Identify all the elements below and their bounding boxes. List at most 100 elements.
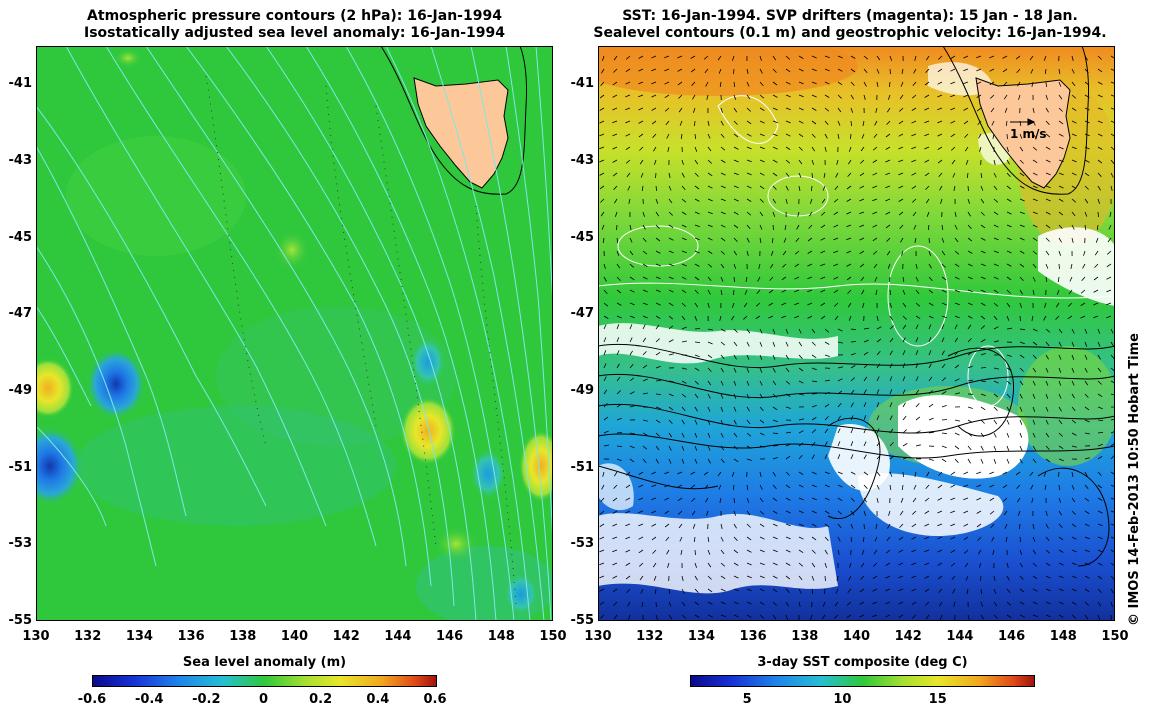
velocity-arrow (641, 185, 644, 191)
velocity-arrow (1019, 406, 1023, 412)
velocity-arrow (1097, 120, 1103, 124)
velocity-arrow (980, 339, 986, 343)
velocity-arrow (1032, 549, 1037, 555)
velocity-arrow (638, 471, 644, 475)
velocity-arrow (847, 302, 852, 308)
velocity-arrow (707, 341, 713, 345)
velocity-arrow (652, 562, 657, 568)
left-colorbar-tick: 0.2 (309, 692, 333, 707)
velocity-arrow (681, 432, 685, 438)
velocity-arrow (1058, 497, 1062, 503)
velocity-arrow (639, 562, 644, 567)
velocity-arrow (1071, 419, 1077, 424)
velocity-arrow (668, 353, 674, 356)
velocity-arrow (1084, 406, 1090, 411)
velocity-arrow (811, 417, 817, 421)
velocity-arrow (898, 588, 904, 592)
velocity-arrow (876, 441, 881, 447)
velocity-arrow (993, 172, 997, 178)
velocity-arrow (850, 402, 854, 408)
velocity-arrow (1045, 185, 1051, 189)
velocity-arrow (911, 562, 917, 566)
velocity-arrow (1084, 224, 1087, 230)
velocity-arrow (651, 497, 657, 501)
velocity-arrow (720, 523, 723, 529)
velocity-arrow (599, 588, 605, 592)
velocity-arrow (980, 198, 985, 204)
velocity-arrow (614, 198, 618, 204)
velocity-arrow (902, 471, 904, 478)
velocity-arrow (642, 211, 645, 217)
velocity-arrow (681, 211, 687, 215)
velocity-arrow (1071, 146, 1077, 150)
velocity-arrow (612, 159, 618, 163)
velocity-arrow (1084, 159, 1090, 163)
velocity-arrow (898, 536, 904, 541)
velocity-arrow (913, 224, 917, 230)
velocity-arrow (950, 471, 956, 476)
velocity-arrow (980, 575, 982, 582)
velocity-arrow (1071, 471, 1074, 477)
velocity-arrow (1097, 443, 1103, 447)
velocity-arrow (1084, 575, 1090, 579)
velocity-arrow (950, 133, 956, 138)
velocity-arrow (991, 536, 995, 542)
velocity-arrow (1045, 354, 1049, 360)
velocity-arrow (794, 250, 800, 255)
velocity-arrow (1097, 393, 1103, 398)
velocity-arrow (629, 324, 633, 330)
velocity-arrow (837, 549, 840, 555)
velocity-arrow (885, 588, 891, 592)
velocity-arrow (898, 198, 904, 202)
velocity-arrow (772, 68, 777, 73)
velocity-arrow (859, 250, 865, 254)
velocity-arrow (638, 120, 644, 124)
velocity-arrow (808, 211, 813, 217)
velocity-arrow (665, 120, 670, 126)
velocity-arrow (1097, 455, 1103, 460)
velocity-arrow (925, 68, 930, 73)
velocity-arrow (887, 523, 891, 529)
velocity-arrow (655, 276, 661, 280)
right-x-tick: 146 (998, 629, 1026, 644)
velocity-arrow (980, 393, 986, 397)
velocity-arrow (822, 601, 826, 607)
velocity-scale-label: 1 m/s (1010, 127, 1047, 141)
velocity-arrow (1032, 562, 1037, 567)
velocity-arrow (613, 601, 618, 606)
velocity-arrow (966, 172, 969, 178)
velocity-arrow (963, 68, 969, 72)
velocity-arrow (732, 484, 735, 490)
velocity-arrow (954, 211, 957, 217)
velocity-arrow (1067, 315, 1073, 320)
velocity-arrow (863, 94, 866, 100)
velocity-arrow (911, 172, 917, 176)
velocity-arrow (1019, 341, 1025, 345)
velocity-arrow (938, 172, 943, 178)
velocity-arrow (811, 55, 817, 59)
velocity-arrow (677, 471, 683, 475)
velocity-arrow (785, 471, 790, 476)
velocity-arrow (980, 263, 986, 267)
velocity-arrow (954, 392, 960, 395)
velocity-arrow (603, 289, 608, 295)
velocity-arrow (613, 614, 618, 620)
velocity-arrow (599, 536, 605, 540)
velocity-arrow (872, 146, 878, 151)
geostrophic-velocity-arrows (599, 55, 1115, 621)
velocity-arrow (755, 315, 761, 319)
velocity-arrow (941, 363, 946, 369)
velocity-arrow (989, 81, 995, 86)
velocity-arrow (1071, 380, 1075, 386)
velocity-arrow (798, 588, 802, 594)
velocity-arrow (1019, 601, 1025, 605)
velocity-arrow (924, 510, 930, 514)
velocity-arrow (629, 445, 635, 449)
velocity-arrow (1006, 159, 1010, 165)
velocity-arrow (874, 120, 878, 126)
velocity-arrow (746, 458, 752, 461)
velocity-arrow (924, 133, 930, 137)
velocity-arrow (798, 159, 803, 165)
velocity-arrow (951, 159, 956, 165)
velocity-arrow (720, 185, 726, 189)
